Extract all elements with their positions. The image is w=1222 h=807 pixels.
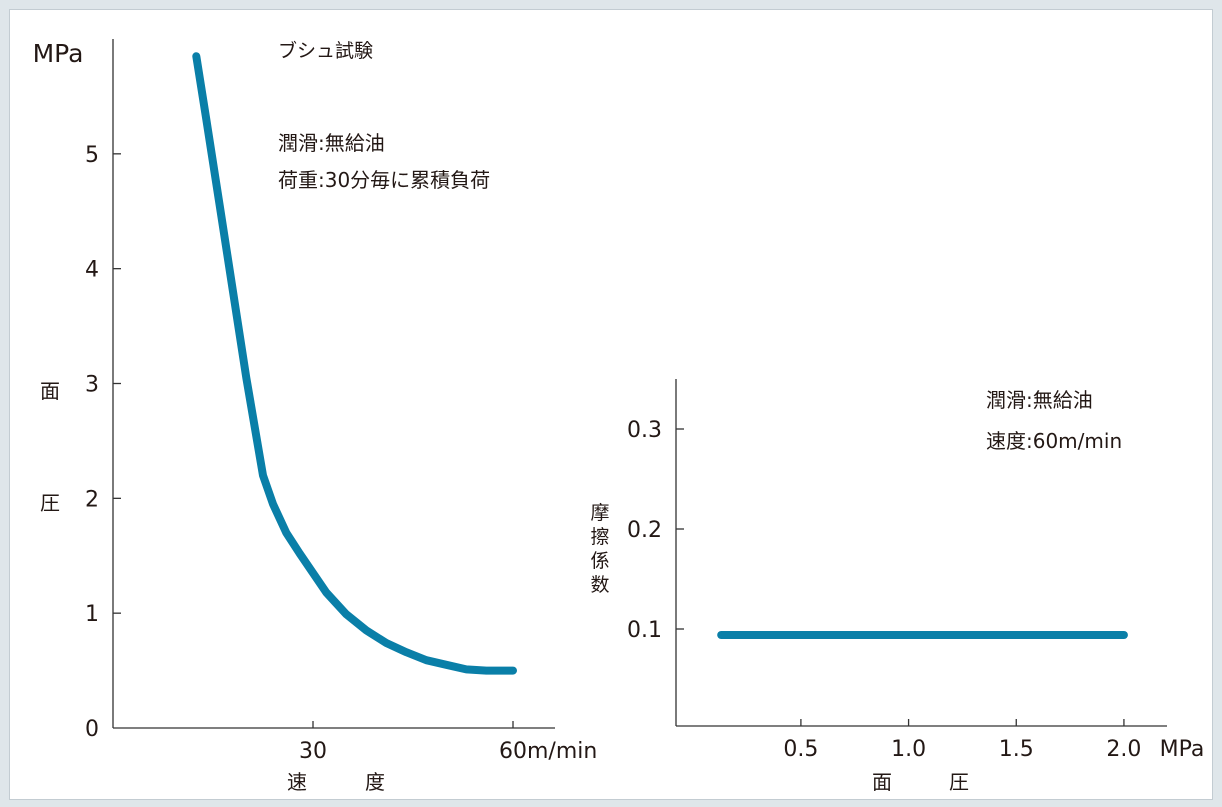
chart-title: ブシュ試験 [278, 39, 373, 62]
chart-annotation: 潤滑:無給油 [986, 388, 1093, 412]
x-tick-label: 1.5 [999, 737, 1034, 762]
y-axis-label-char: 圧 [40, 491, 60, 515]
x-unit-label: MPa [1160, 737, 1205, 762]
x-tick-label: 0.5 [783, 737, 818, 762]
chart-annotation: 速度:60m/min [986, 429, 1122, 453]
y-tick-label: 3 [85, 373, 99, 398]
y-tick-label: 0.2 [627, 518, 662, 543]
x-axis-label-char: 圧 [949, 770, 969, 794]
y-axis-label-char: 係 [590, 550, 609, 572]
y-tick-label: 2 [85, 487, 99, 512]
y-tick-label: 0 [85, 717, 99, 742]
y-unit-label: MPa [33, 39, 84, 68]
x-tick-label: 1.0 [891, 737, 926, 762]
chart-1: 0 1 2 3 4 5 30 60m/min MPa ブシュ試験潤滑:無給油荷重:30分毎に累積負… [33, 39, 597, 794]
chart-annotation: 荷重:30分毎に累積負荷 [278, 168, 490, 192]
y-axis-label-char: 擦 [590, 526, 609, 548]
x-axis-label-char: 度 [365, 770, 385, 794]
x-tick-label: 60m/min [499, 739, 597, 764]
chart-annotation: 潤滑:無給油 [278, 131, 385, 155]
x-tick-label: 30 [299, 739, 327, 764]
x-tick-label: 2.0 [1106, 737, 1141, 762]
series-line [192, 52, 517, 675]
y-axis-label-char: 数 [590, 574, 609, 596]
x-axis-label-char: 面 [872, 770, 892, 794]
y-tick-label: 0.3 [627, 418, 662, 443]
y-tick-label: 4 [85, 258, 99, 283]
x-axis-label-char: 速 [287, 770, 307, 794]
y-tick-label: 0.1 [627, 618, 662, 643]
y-axis-label-char: 面 [40, 379, 60, 403]
y-tick-label: 1 [85, 602, 99, 627]
y-tick-label: 5 [85, 143, 99, 168]
chart-2: 0.1 0.2 0.3 0.5 1.0 1.5 2.0 MPa 潤滑:無給油速度:60m/min… [590, 379, 1204, 794]
chart-panel: 0 1 2 3 4 5 30 60m/min MPa ブシュ試験 潤滑:無給油 荷重:30分毎に累積負… [9, 9, 1213, 800]
y-axis-label-char: 摩 [590, 502, 609, 524]
